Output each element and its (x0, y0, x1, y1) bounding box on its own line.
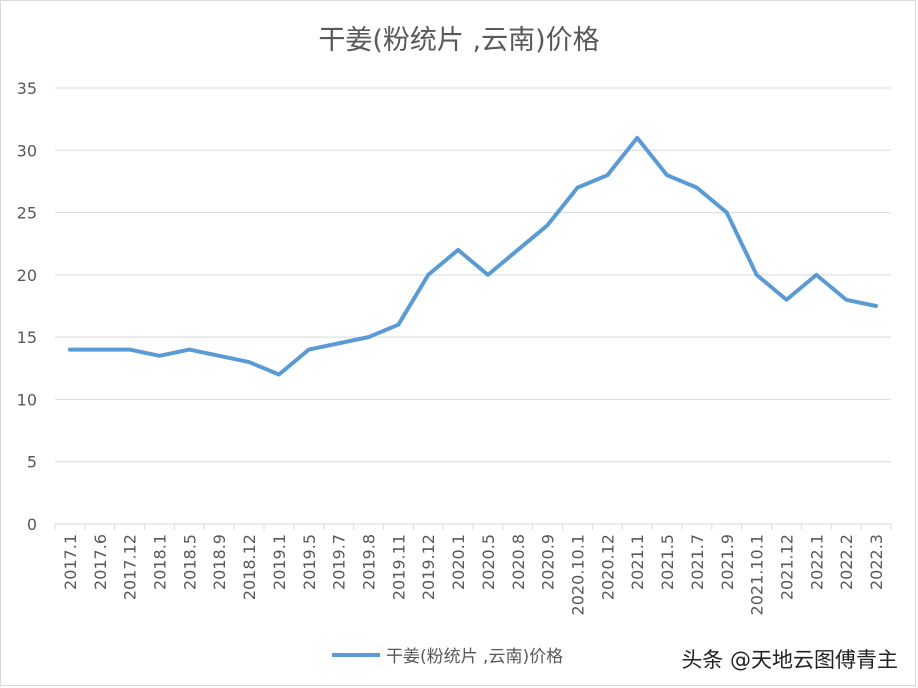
x-tick-label: 2021.1 (628, 534, 647, 590)
chart-title: 干姜(粉统片 ,云南)价格 (318, 25, 600, 56)
x-tick-label: 2019.1 (270, 534, 289, 590)
x-tick-label: 2019.8 (360, 534, 379, 590)
x-tick-label: 2021.12 (778, 534, 797, 600)
x-tick-label: 2020.5 (479, 534, 498, 590)
legend: 干姜(粉统片 ,云南)价格 (332, 642, 563, 667)
y-tick-label-5: 5 (27, 453, 37, 472)
x-tick-label: 2019.12 (419, 534, 438, 600)
y-tick-label-0: 0 (27, 515, 37, 534)
x-tick-label: 2021.9 (718, 534, 737, 590)
x-tick-label: 2022.3 (867, 534, 886, 590)
y-tick-label-35: 35 (17, 79, 37, 98)
x-tick-label: 2021.5 (658, 534, 677, 590)
series-line-0 (67, 135, 879, 377)
x-tick-label: 2019.5 (300, 534, 319, 590)
x-tick-label: 2022.2 (837, 534, 856, 590)
x-tick-label: 2020.8 (509, 534, 528, 590)
x-tick-label: 2018.9 (210, 534, 229, 590)
y-tick-label-15: 15 (17, 328, 37, 347)
y-tick-label-10: 10 (17, 390, 37, 409)
x-tick-label: 2018.1 (151, 534, 170, 590)
legend-label: 干姜(粉统片 ,云南)价格 (386, 647, 564, 667)
x-tick-label: 2020.1 (449, 534, 468, 590)
y-tick-label-30: 30 (17, 141, 37, 160)
x-tick-label: 2019.7 (330, 534, 349, 590)
x-tick-label: 2019.11 (389, 534, 408, 600)
x-tick-label: 2021.7 (688, 534, 707, 590)
x-tick-label: 2018.12 (240, 534, 259, 600)
y-tick-label-25: 25 (17, 204, 37, 223)
watermark: 头条 @天地云图傅青主 (681, 648, 898, 672)
legend-swatch (332, 652, 380, 657)
x-tick-label: 2021.10.1 (748, 534, 767, 615)
x-tick-label: 2018.5 (180, 534, 199, 590)
x-tick-label: 2020.10.1 (569, 534, 588, 615)
x-tick-label: 2022.1 (807, 534, 826, 590)
x-tick-label: 2017.1 (61, 534, 80, 590)
x-tick-label: 2017.6 (91, 534, 110, 590)
y-tick-label-20: 20 (17, 266, 37, 285)
x-tick-label: 2017.12 (121, 534, 140, 600)
x-tick-label: 2020.9 (539, 534, 558, 590)
x-tick-label: 2020.12 (598, 534, 617, 600)
